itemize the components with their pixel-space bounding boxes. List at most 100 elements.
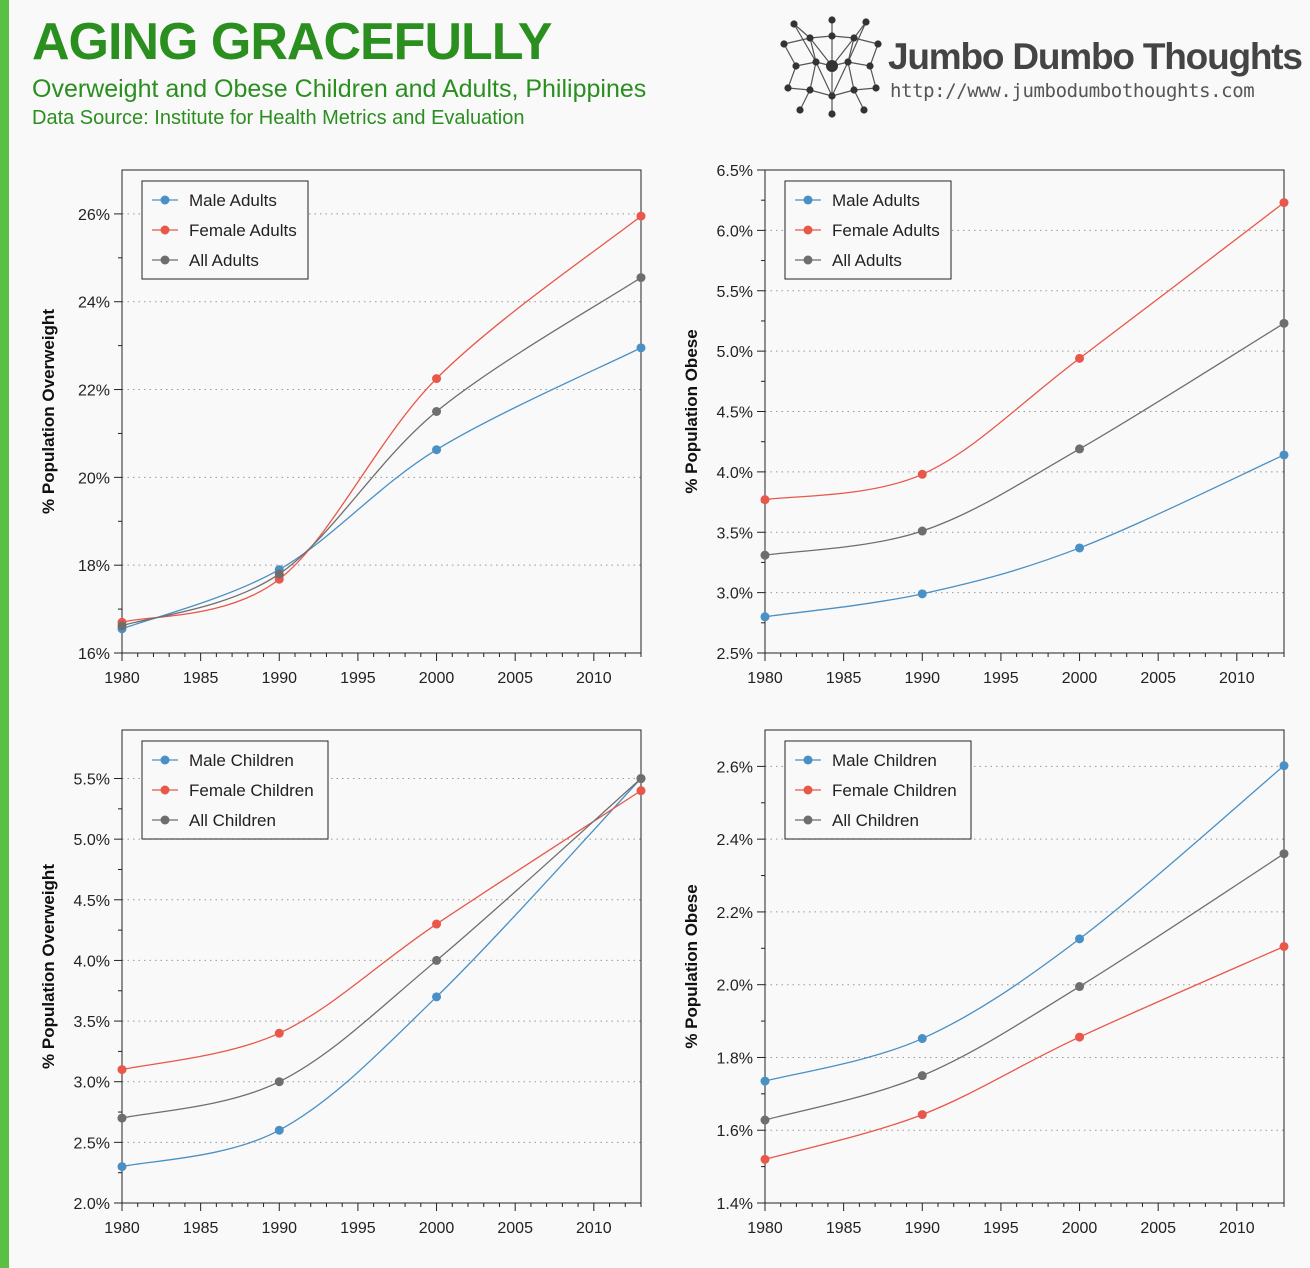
y-tick-label: 26% (78, 207, 110, 224)
plot-frame (764, 169, 1285, 654)
plot-frame (764, 729, 1285, 1204)
data-point (432, 407, 442, 416)
logo-node (862, 18, 870, 26)
series-line (764, 945, 1285, 1160)
y-tick-label: 2.0% (717, 978, 753, 995)
logo-node (850, 86, 858, 94)
data-point (917, 526, 927, 536)
series-line (121, 778, 642, 1119)
y-tick-label: 2.2% (717, 905, 753, 922)
x-tick-label: 2000 (1062, 1220, 1098, 1237)
x-tick-label: 1980 (747, 1220, 783, 1237)
y-tick-label: 4.0% (74, 953, 110, 970)
y-tick-label: 4.5% (74, 893, 110, 910)
data-point (1279, 761, 1289, 771)
legend-label: All Children (832, 811, 919, 830)
series-line (764, 202, 1285, 501)
chart-children-overweight: 2.0% 2.5% 3.0% 3.5% 4.0% 4.5% 5.0% 5.5% 1980 1985… (39, 729, 646, 1237)
data-point (274, 569, 284, 579)
legend-label: Female Children (832, 781, 957, 800)
legend-label: Male Adults (832, 191, 920, 210)
chart-adults-overweight: 16% 18% 20% 22% 24% 26% 1980 1985 1990 1995 2000 20… (39, 169, 646, 687)
data-point (1075, 353, 1085, 363)
data-point (636, 774, 646, 784)
data-point (1279, 318, 1289, 328)
y-tick-label: 5.5% (74, 772, 110, 789)
data-point (636, 786, 646, 796)
chart-adults-obese: 2.5% 3.0% 3.5% 4.0% 4.5% 5.0% 5.5% 6.0% 6.5% 1980… (682, 163, 1289, 687)
logo-edge (809, 61, 817, 91)
logo-node (828, 32, 836, 40)
logo-edge (787, 65, 797, 89)
x-tick-label: 2005 (1140, 1220, 1176, 1237)
data-point (760, 1076, 770, 1086)
data-point (636, 273, 646, 283)
logo-node (792, 62, 800, 70)
logo-node (806, 34, 814, 42)
y-tick-label: 5.5% (717, 284, 753, 301)
x-tick-label: 1980 (104, 670, 140, 687)
legend-label: All Children (189, 811, 276, 830)
legend-marker (803, 755, 813, 765)
data-point (432, 992, 442, 1002)
x-tick-label: 2010 (1219, 1220, 1255, 1237)
x-tick-label: 2000 (419, 670, 455, 687)
y-tick-label: 24% (78, 295, 110, 312)
data-point (274, 1028, 284, 1038)
y-tick-label: 5.0% (717, 344, 753, 361)
series-line (121, 215, 642, 623)
data-point (1279, 198, 1289, 208)
y-axis-label: % Population Overweight (39, 309, 58, 514)
y-axis-label: % Population Overweight (39, 864, 58, 1069)
logo-edge (787, 87, 811, 91)
plot-frame (121, 729, 642, 1204)
data-point (117, 621, 127, 631)
logo-edge (831, 61, 849, 97)
logo-node (790, 20, 798, 28)
data-point (117, 1065, 127, 1075)
data-point (760, 550, 770, 560)
legend-label: Male Children (189, 751, 294, 770)
x-tick-label: 2005 (497, 670, 533, 687)
logo-node (866, 62, 874, 70)
data-point (274, 1125, 284, 1135)
data-point (917, 1110, 927, 1120)
logo-edge (869, 65, 877, 89)
series-line (121, 347, 642, 630)
logo-edge (783, 37, 811, 45)
logo-node (828, 110, 836, 118)
x-tick-label: 1985 (183, 670, 219, 687)
x-tick-label: 1995 (983, 670, 1019, 687)
data-point (1075, 543, 1085, 553)
data-point (1075, 982, 1085, 992)
legend-marker (160, 815, 170, 825)
y-tick-label: 5.0% (74, 832, 110, 849)
data-point (274, 1077, 284, 1087)
left-accent-bar (0, 0, 9, 1268)
logo-edge (783, 43, 797, 67)
series-line (764, 454, 1285, 618)
logo-edge (853, 89, 865, 111)
y-tick-label: 4.5% (717, 405, 753, 422)
legend-marker (160, 225, 170, 235)
data-point (917, 469, 927, 479)
legend-label: Female Children (189, 781, 314, 800)
legend-marker (160, 255, 170, 265)
x-tick-label: 1990 (904, 1220, 940, 1237)
data-point (1279, 849, 1289, 859)
y-tick-label: 16% (78, 646, 110, 663)
data-point (117, 1113, 127, 1123)
logo-edge (809, 37, 817, 63)
page-subtitle: Overweight and Obese Children and Adults… (32, 75, 647, 103)
data-point (636, 343, 646, 353)
x-tick-label: 2010 (1219, 670, 1255, 687)
legend-label: Male Adults (189, 191, 277, 210)
brand-url[interactable]: http://www.jumbodumbothoughts.com (890, 80, 1255, 102)
y-tick-label: 3.0% (74, 1075, 110, 1092)
logo-edge (869, 43, 879, 67)
logo-node (828, 92, 836, 100)
y-tick-label: 22% (78, 383, 110, 400)
logo-edge (793, 23, 817, 63)
logo-node (828, 16, 836, 24)
legend-marker (803, 255, 813, 265)
